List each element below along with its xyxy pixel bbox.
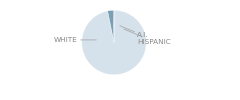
Wedge shape <box>82 10 146 75</box>
Text: HISPANIC: HISPANIC <box>124 29 171 45</box>
Wedge shape <box>113 10 114 42</box>
Text: WHITE: WHITE <box>54 37 96 43</box>
Wedge shape <box>108 10 114 42</box>
Text: A.I.: A.I. <box>120 26 149 38</box>
